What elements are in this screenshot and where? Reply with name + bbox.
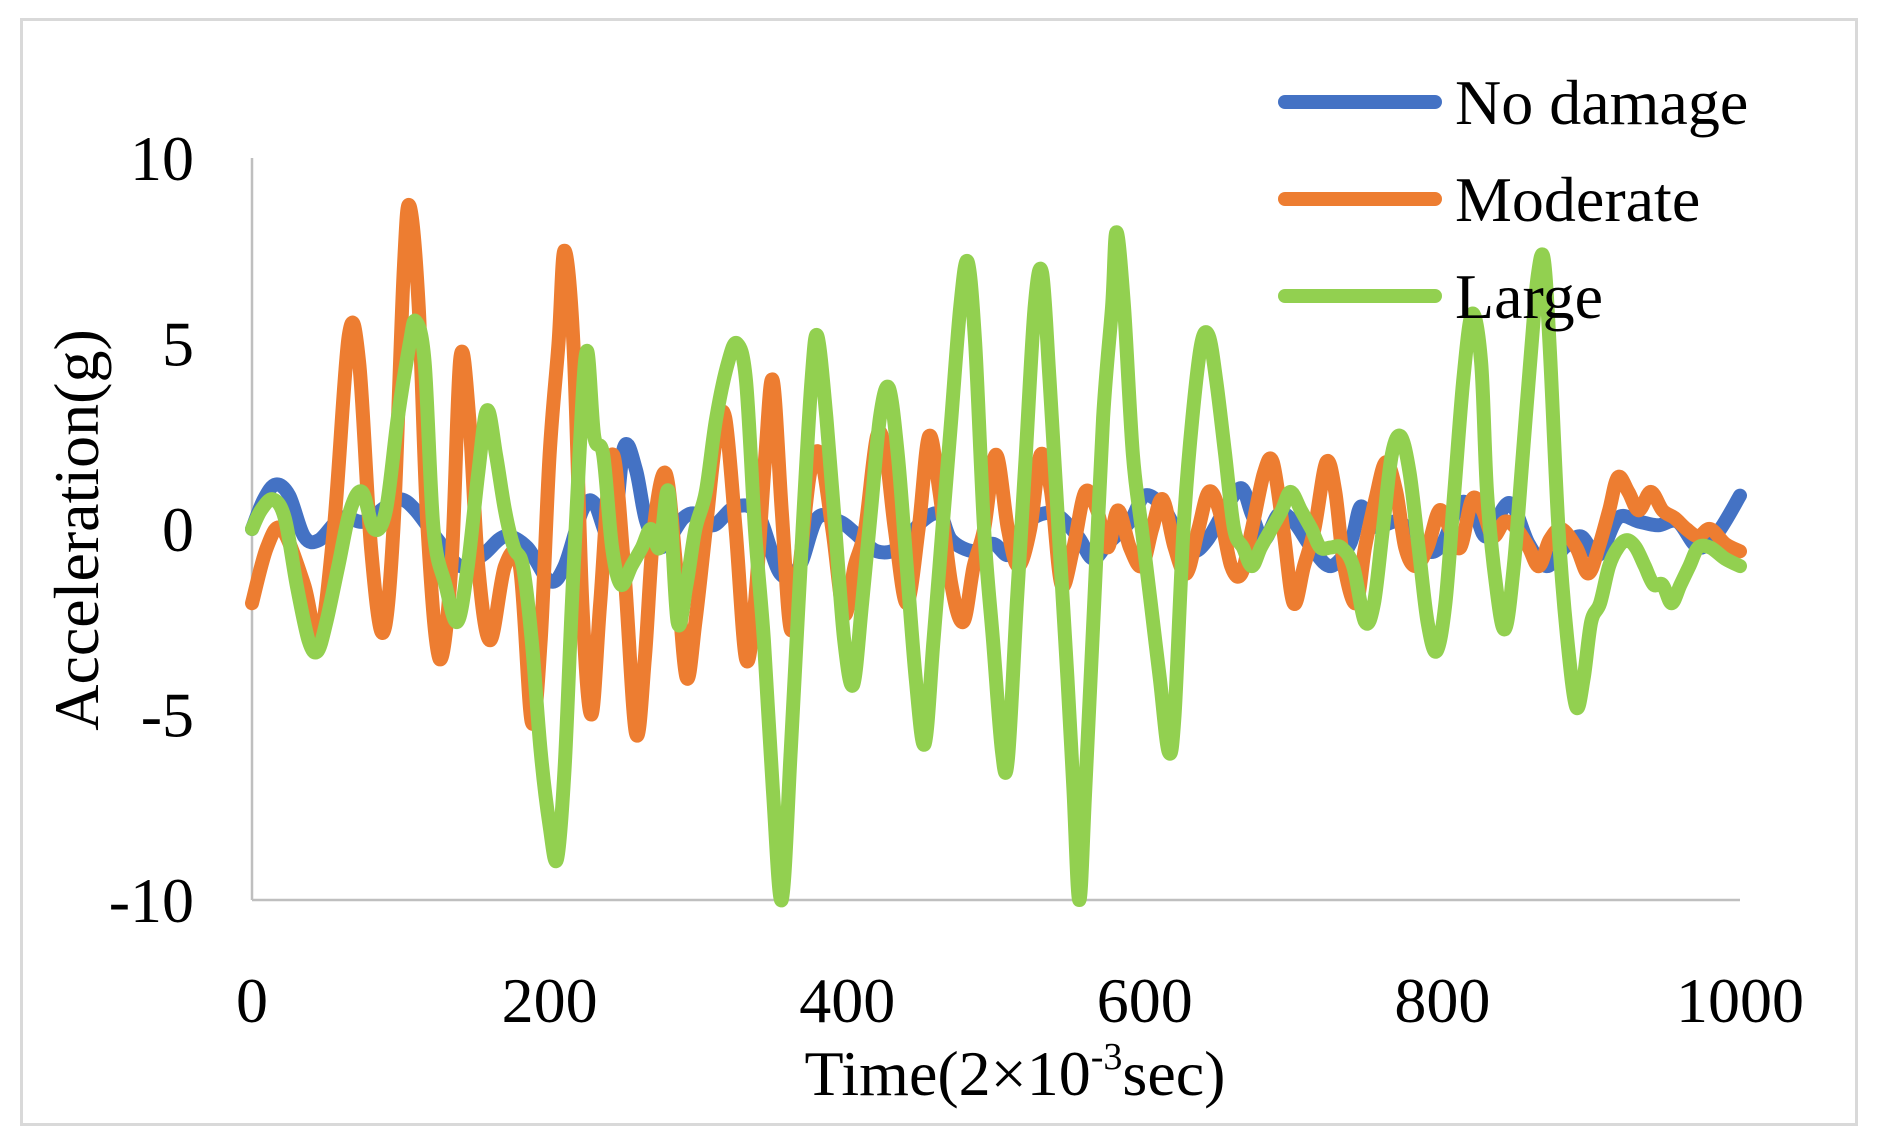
y-tick-label: 5 [162, 309, 194, 380]
x-axis-title-times: × [991, 1038, 1027, 1109]
x-tick-labels: 0 200 400 600 800 1000 [236, 965, 1804, 1036]
x-tick-label: 200 [502, 965, 598, 1036]
x-tick-label: 600 [1097, 965, 1193, 1036]
y-axis-title: Acceleration(g) [41, 329, 112, 731]
legend-label: Large [1455, 261, 1603, 332]
x-axis-title-post: sec) [1122, 1038, 1225, 1109]
y-tick-label: -5 [141, 680, 194, 751]
x-axis-title: Time(2×10-3sec) [805, 1036, 1226, 1109]
x-tick-label: 1000 [1676, 965, 1804, 1036]
series-line-large [245, 225, 1747, 908]
y-tick-label: 10 [130, 123, 194, 194]
x-tick-label: 0 [236, 965, 268, 1036]
x-axis-title-exponent: -3 [1091, 1036, 1123, 1078]
x-axis-title-pre: Time(2 [805, 1038, 991, 1109]
y-tick-label: 0 [162, 494, 194, 565]
legend: No damage Moderate Large [1278, 67, 1748, 332]
legend-label: No damage [1455, 67, 1748, 138]
series-line-moderate [245, 197, 1747, 743]
x-tick-label: 400 [799, 965, 895, 1036]
x-tick-label: 800 [1394, 965, 1490, 1036]
x-axis-title-base: 10 [1027, 1038, 1091, 1109]
y-tick-labels: 10 5 0 -5 -10 [109, 123, 194, 936]
legend-label: Moderate [1455, 164, 1700, 235]
y-tick-label: -10 [109, 865, 194, 936]
series-lines [245, 197, 1747, 908]
